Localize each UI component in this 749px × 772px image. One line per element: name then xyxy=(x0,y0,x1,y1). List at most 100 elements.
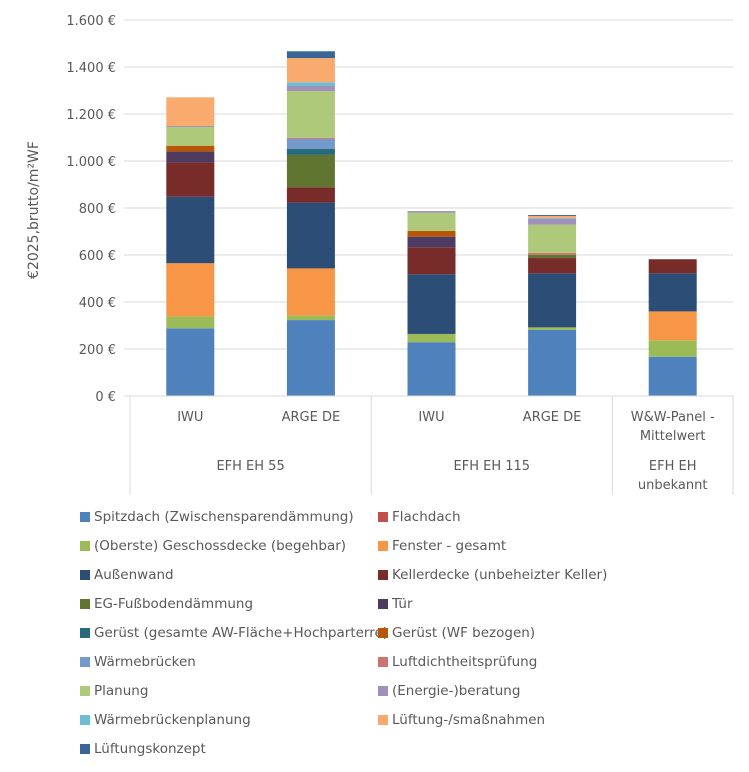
legend-label: Gerüst (WF bezogen) xyxy=(392,625,536,641)
bar-segment xyxy=(286,315,335,321)
legend-swatch xyxy=(378,715,388,725)
legend-swatch xyxy=(378,570,388,580)
bar-segment xyxy=(166,125,215,127)
bar-segment xyxy=(286,202,335,269)
legend-label: Fenster - gesamt xyxy=(392,538,507,554)
x-axis: IWU ARGE DE IWU ARGE DE W&W-Panel - Mittelwer… xyxy=(129,395,734,495)
bar-segment xyxy=(407,236,456,248)
y-tick-label: 400 € xyxy=(79,296,116,311)
bar-segment xyxy=(528,327,577,330)
bar-segment xyxy=(166,145,215,152)
legend-swatch xyxy=(80,715,90,725)
bar-segment xyxy=(286,138,335,150)
bar-segment xyxy=(166,151,215,163)
bar-segment xyxy=(407,212,456,231)
bar-segment xyxy=(528,273,577,328)
x-tick-label: ARGE DE xyxy=(523,410,582,425)
bar-segment xyxy=(528,329,577,396)
y-axis-ticks: 0 € 200 € 400 € 600 € 800 € 1.000 € 1.200 € 1.4… xyxy=(66,14,130,405)
y-tick-label: 0 € xyxy=(95,390,116,405)
legend-swatch xyxy=(378,628,388,638)
x-group-label: EFH EH xyxy=(649,459,697,474)
x-tick-label: IWU xyxy=(177,410,203,425)
bar-segment xyxy=(648,273,697,312)
legend-item: (Energie-)beratung xyxy=(378,681,520,701)
y-tick-label: 1.000 € xyxy=(66,155,116,170)
bar-segment xyxy=(166,126,215,146)
legend-swatch xyxy=(80,628,90,638)
bar-segment xyxy=(166,97,215,126)
y-tick-label: 1.200 € xyxy=(66,108,116,123)
legend-item: Tür xyxy=(378,594,413,614)
bar-segment xyxy=(166,328,215,396)
legend-item: (Oberste) Geschossdecke (begehbar) xyxy=(80,536,346,556)
legend-item: EG-Fußbodendämmung xyxy=(80,594,253,614)
legend-item: Gerüst (gesamte AW-Fläche+Hochparterre) xyxy=(80,623,388,643)
legend-swatch xyxy=(378,657,388,667)
bar-segment xyxy=(528,252,577,255)
bar-segment xyxy=(286,82,335,87)
legend-item: Wärmebrücken xyxy=(80,652,196,672)
bar-segment xyxy=(166,162,215,197)
legend-item: Kellerdecke (unbeheizter Keller) xyxy=(378,565,607,585)
legend-label: Planung xyxy=(94,683,149,699)
bar-segment xyxy=(407,274,456,334)
stacked-bar-chart: 0 € 200 € 400 € 600 € 800 € 1.000 € 1.200 € 1.4… xyxy=(26,14,734,495)
x-group-label: EFH EH 55 xyxy=(216,459,284,474)
legend-item: Planung xyxy=(80,681,148,701)
bar-segment xyxy=(166,316,215,329)
bar-segment xyxy=(286,58,335,83)
bar-segment xyxy=(407,342,456,396)
legend-item: Flachdach xyxy=(378,507,461,527)
legend-label: Lüftung-/smaßnahmen xyxy=(392,712,546,728)
legend-label: (Energie-)beratung xyxy=(392,683,521,699)
legend-label: Tür xyxy=(392,596,413,612)
legend-item: Außenwand xyxy=(80,565,174,585)
bar-segment xyxy=(407,230,456,237)
bar-segment xyxy=(286,268,335,316)
legend-swatch xyxy=(80,657,90,667)
legend-item: Lüftung-/smaßnahmen xyxy=(378,710,545,730)
legend-label: Kellerdecke (unbeheizter Keller) xyxy=(392,567,608,583)
bar-segment xyxy=(286,149,335,155)
x-tick-label: ARGE DE xyxy=(282,410,341,425)
x-group-label: unbekannt xyxy=(638,478,708,493)
bar-segment xyxy=(166,263,215,317)
y-axis-label: €2025,brutto/m²WF xyxy=(26,141,42,279)
x-tick-label: Mittelwert xyxy=(640,429,706,444)
legend-swatch xyxy=(80,512,90,522)
legend-swatch xyxy=(80,599,90,609)
legend-swatch xyxy=(378,599,388,609)
legend-label: Spitzdach (Zwischensparendämmung) xyxy=(94,509,354,525)
bar-segment xyxy=(286,187,335,203)
legend-label: Wärmebrückenplanung xyxy=(94,712,251,728)
bar-segment xyxy=(528,219,577,225)
legend-label: Gerüst (gesamte AW-Fläche+Hochparterre) xyxy=(94,625,389,641)
legend-swatch xyxy=(80,686,90,696)
legend-item: Lüftungskonzept xyxy=(80,739,206,759)
x-tick-label: IWU xyxy=(418,410,444,425)
legend-swatch xyxy=(378,512,388,522)
bar-segment xyxy=(528,224,577,253)
legend-label: EG-Fußbodendämmung xyxy=(94,596,254,612)
y-tick-label: 1.400 € xyxy=(66,61,116,76)
x-group-label: EFH EH 115 xyxy=(454,459,531,474)
legend-swatch xyxy=(378,541,388,551)
y-tick-label: 600 € xyxy=(79,249,116,264)
legend-swatch xyxy=(80,744,90,754)
y-tick-label: 800 € xyxy=(79,202,116,217)
bar-segment xyxy=(407,247,456,275)
bars xyxy=(166,51,697,396)
legend-swatch xyxy=(80,541,90,551)
bar-segment xyxy=(407,211,456,213)
bar-segment xyxy=(528,215,577,219)
legend-swatch xyxy=(378,686,388,696)
bar-segment xyxy=(528,215,577,216)
legend-label: (Oberste) Geschossdecke (begehbar) xyxy=(94,538,347,554)
y-tick-label: 200 € xyxy=(79,343,116,358)
legend-label: Luftdichtheitsprüfung xyxy=(392,654,538,670)
legend-label: Außenwand xyxy=(94,567,174,583)
legend-item: Wärmebrückenplanung xyxy=(80,710,251,730)
bar-segment xyxy=(528,258,577,274)
bar-segment xyxy=(286,320,335,396)
